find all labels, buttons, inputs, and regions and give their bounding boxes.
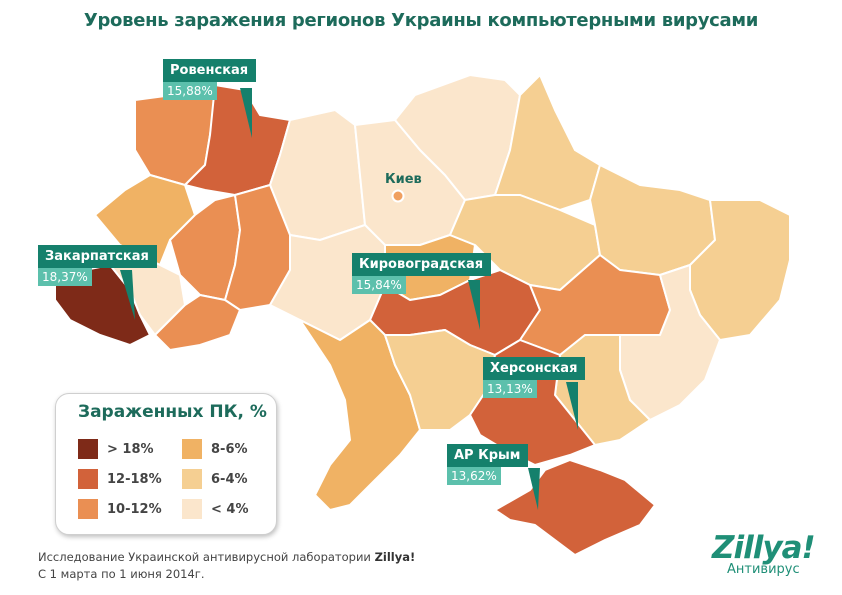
- callout-rivnenska: Ровенская 15,88%: [163, 59, 257, 100]
- legend-item: < 4%: [182, 499, 249, 519]
- legend-item: 6-4%: [182, 469, 248, 489]
- legend-item: 8-6%: [182, 439, 248, 459]
- callout-khersonska: Херсонская 13,13%: [483, 357, 586, 398]
- callout-region-value: 18,37%: [38, 268, 92, 286]
- callout-ar-krym: АР Крым 13,62%: [447, 444, 529, 485]
- callout-pointer-zakarpattia: [120, 270, 135, 320]
- legend-item: 10-12%: [78, 499, 162, 519]
- legend-title: Зараженных ПК, %: [78, 402, 267, 422]
- callout-region-name: Херсонская: [483, 357, 586, 380]
- brand-logo: Zillya! Антивирус: [712, 530, 816, 577]
- legend-item: > 18%: [78, 439, 154, 459]
- callout-region-name: Закарпатская: [38, 245, 157, 268]
- legend-label: > 18%: [107, 441, 154, 457]
- legend-label: 12-18%: [107, 471, 162, 487]
- footer-line-1: Исследование Украинской антивирусной лаб…: [38, 549, 415, 566]
- region-chernivetska: [154, 294, 241, 351]
- callout-region-value: 15,84%: [352, 276, 406, 294]
- legend-swatch: [182, 439, 202, 459]
- legend: Зараженных ПК, % > 18% 12-18% 10-12% 8-6…: [55, 393, 277, 535]
- footer-brand: Zillya!: [374, 550, 416, 564]
- legend-swatch: [78, 469, 98, 489]
- legend-label: 6-4%: [211, 471, 248, 487]
- region-odeska: [299, 319, 421, 511]
- callout-pointer-kirovohrad: [468, 280, 480, 330]
- region-luhanska: [689, 199, 791, 341]
- callout-region-value: 15,88%: [163, 82, 217, 100]
- legend-item: 12-18%: [78, 469, 162, 489]
- kiev-marker: [391, 189, 405, 203]
- page-title: Уровень заражения регионов Украины компь…: [83, 10, 759, 31]
- callout-region-name: АР Крым: [447, 444, 529, 467]
- legend-label: 10-12%: [107, 501, 162, 517]
- legend-label: 8-6%: [211, 441, 248, 457]
- capital-label: Киев: [385, 172, 422, 187]
- legend-swatch: [182, 469, 202, 489]
- region-khmelnytska: [224, 184, 291, 311]
- legend-swatch: [78, 499, 98, 519]
- callout-region-value: 13,13%: [483, 380, 537, 398]
- legend-swatch: [78, 439, 98, 459]
- legend-swatch: [182, 499, 202, 519]
- footer-text: Исследование Украинской антивирусной лаб…: [38, 550, 375, 564]
- brand-logo-text: Zillya!: [712, 530, 816, 566]
- footer-line-2: С 1 марта по 1 июня 2014г.: [38, 567, 205, 581]
- brand-subtitle: Антивирус: [727, 562, 800, 577]
- callout-zakarpatska: Закарпатская 18,37%: [38, 245, 157, 286]
- footer-note: Исследование Украинской антивирусной лаб…: [38, 549, 415, 583]
- callout-pointer-crimea: [528, 468, 540, 510]
- callout-region-value: 13,62%: [447, 467, 501, 485]
- callout-pointer-kherson: [566, 382, 578, 430]
- callout-pointer-rivne: [240, 88, 252, 138]
- callout-kirovohradska: Кировоградская 15,84%: [352, 253, 492, 294]
- callout-region-name: Кировоградская: [352, 253, 492, 276]
- legend-label: < 4%: [211, 501, 249, 517]
- callout-region-name: Ровенская: [163, 59, 257, 82]
